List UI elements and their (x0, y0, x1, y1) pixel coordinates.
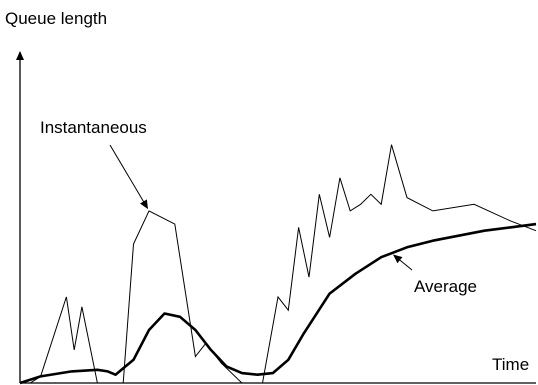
y-axis-label: Queue length (5, 9, 107, 28)
series-line-average (19, 222, 537, 385)
x-axis-label: Time (492, 355, 529, 374)
annotation-label-average: Average (414, 277, 477, 296)
annotation-label-instantaneous: Instantaneous (40, 118, 147, 137)
annotation-arrow-average (393, 254, 413, 271)
annotation-arrow-instantaneous (109, 144, 149, 210)
series-line-instantaneous (20, 144, 537, 384)
